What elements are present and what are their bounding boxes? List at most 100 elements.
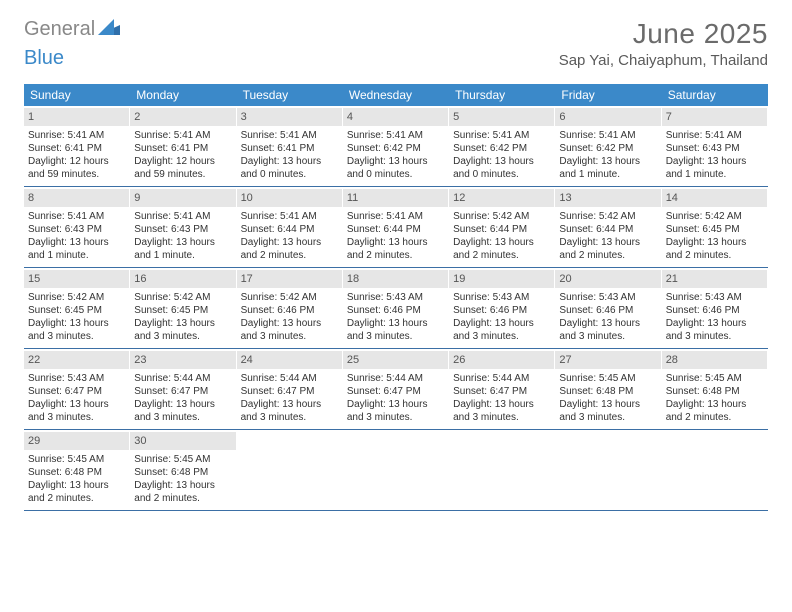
calendar-day [237, 430, 343, 510]
logo-flag-icon [98, 18, 120, 41]
sunrise-text: Sunrise: 5:41 AM [666, 129, 763, 142]
calendar-day: 16Sunrise: 5:42 AMSunset: 6:45 PMDayligh… [130, 268, 236, 348]
calendar-day: 1Sunrise: 5:41 AMSunset: 6:41 PMDaylight… [24, 106, 130, 186]
sunset-text: Sunset: 6:41 PM [241, 142, 338, 155]
sunset-text: Sunset: 6:47 PM [28, 385, 125, 398]
daylight-text: Daylight: 13 hours and 1 minute. [28, 236, 125, 262]
location-text: Sap Yai, Chaiyaphum, Thailand [559, 52, 768, 69]
daylight-text: Daylight: 12 hours and 59 minutes. [28, 155, 125, 181]
sunrise-text: Sunrise: 5:45 AM [559, 372, 656, 385]
calendar-day: 8Sunrise: 5:41 AMSunset: 6:43 PMDaylight… [24, 187, 130, 267]
calendar-day: 18Sunrise: 5:43 AMSunset: 6:46 PMDayligh… [343, 268, 449, 348]
sunset-text: Sunset: 6:45 PM [28, 304, 125, 317]
calendar-day: 9Sunrise: 5:41 AMSunset: 6:43 PMDaylight… [130, 187, 236, 267]
calendar-day: 15Sunrise: 5:42 AMSunset: 6:45 PMDayligh… [24, 268, 130, 348]
day-number: 17 [237, 270, 342, 288]
calendar-day: 28Sunrise: 5:45 AMSunset: 6:48 PMDayligh… [662, 349, 768, 429]
calendar-day: 6Sunrise: 5:41 AMSunset: 6:42 PMDaylight… [555, 106, 661, 186]
sunset-text: Sunset: 6:46 PM [453, 304, 550, 317]
sunrise-text: Sunrise: 5:41 AM [241, 129, 338, 142]
calendar-week: 29Sunrise: 5:45 AMSunset: 6:48 PMDayligh… [24, 430, 768, 511]
calendar-day [662, 430, 768, 510]
sunset-text: Sunset: 6:42 PM [559, 142, 656, 155]
day-number: 27 [555, 351, 660, 369]
sunset-text: Sunset: 6:48 PM [559, 385, 656, 398]
sunset-text: Sunset: 6:44 PM [347, 223, 444, 236]
daylight-text: Daylight: 13 hours and 3 minutes. [134, 398, 231, 424]
sunset-text: Sunset: 6:48 PM [28, 466, 125, 479]
sunset-text: Sunset: 6:42 PM [347, 142, 444, 155]
daylight-text: Daylight: 13 hours and 3 minutes. [347, 398, 444, 424]
daylight-text: Daylight: 13 hours and 3 minutes. [666, 317, 763, 343]
calendar-day: 3 Sunrise: 5:41 AMSunset: 6:41 PMDaylight… [237, 106, 343, 186]
calendar-day [555, 430, 661, 510]
sunset-text: Sunset: 6:43 PM [134, 223, 231, 236]
day-number: 25 [343, 351, 448, 369]
day-number: 20 [555, 270, 660, 288]
dow-thursday: Thursday [449, 84, 555, 106]
sunset-text: Sunset: 6:47 PM [453, 385, 550, 398]
calendar-day: 12Sunrise: 5:42 AMSunset: 6:44 PMDayligh… [449, 187, 555, 267]
sunrise-text: Sunrise: 5:44 AM [134, 372, 231, 385]
sunset-text: Sunset: 6:46 PM [559, 304, 656, 317]
daylight-text: Daylight: 13 hours and 0 minutes. [241, 155, 338, 181]
calendar-day: 26Sunrise: 5:44 AMSunset: 6:47 PMDayligh… [449, 349, 555, 429]
calendar-day: 22Sunrise: 5:43 AMSunset: 6:47 PMDayligh… [24, 349, 130, 429]
sunrise-text: Sunrise: 5:41 AM [559, 129, 656, 142]
daylight-text: Daylight: 13 hours and 2 minutes. [28, 479, 125, 505]
calendar-day: 20Sunrise: 5:43 AMSunset: 6:46 PMDayligh… [555, 268, 661, 348]
day-number: 22 [24, 351, 129, 369]
calendar-day: 23 Sunrise: 5:44 AMSunset: 6:47 PMDayligh… [130, 349, 236, 429]
sunrise-text: Sunrise: 5:42 AM [453, 210, 550, 223]
daylight-text: Daylight: 13 hours and 3 minutes. [453, 398, 550, 424]
sunrise-text: Sunrise: 5:43 AM [28, 372, 125, 385]
calendar-day: 11Sunrise: 5:41 AMSunset: 6:44 PMDayligh… [343, 187, 449, 267]
daylight-text: Daylight: 13 hours and 0 minutes. [347, 155, 444, 181]
day-number: 3 [237, 108, 342, 126]
day-number: 1 [24, 108, 129, 126]
day-number: 8 [24, 189, 129, 207]
calendar-day: 25Sunrise: 5:44 AMSunset: 6:47 PMDayligh… [343, 349, 449, 429]
dow-friday: Friday [555, 84, 661, 106]
calendar-week: 15Sunrise: 5:42 AMSunset: 6:45 PMDayligh… [24, 268, 768, 349]
sunrise-text: Sunrise: 5:44 AM [453, 372, 550, 385]
month-title: June 2025 [559, 18, 768, 50]
daylight-text: Daylight: 13 hours and 2 minutes. [666, 236, 763, 262]
dow-header-row: Sunday Monday Tuesday Wednesday Thursday… [24, 84, 768, 106]
sunrise-text: Sunrise: 5:41 AM [134, 129, 231, 142]
sunrise-text: Sunrise: 5:45 AM [28, 453, 125, 466]
calendar-day: 7Sunrise: 5:41 AMSunset: 6:43 PMDaylight… [662, 106, 768, 186]
day-number: 14 [662, 189, 767, 207]
sunrise-text: Sunrise: 5:42 AM [666, 210, 763, 223]
sunset-text: Sunset: 6:45 PM [134, 304, 231, 317]
sunset-text: Sunset: 6:46 PM [666, 304, 763, 317]
day-number: 6 [555, 108, 660, 126]
calendar-day: 14Sunrise: 5:42 AMSunset: 6:45 PMDayligh… [662, 187, 768, 267]
day-number: 15 [24, 270, 129, 288]
dow-sunday: Sunday [24, 84, 130, 106]
sunrise-text: Sunrise: 5:43 AM [453, 291, 550, 304]
day-number: 23 [130, 351, 235, 369]
logo-text-general: General [24, 18, 95, 41]
calendar-day: 21Sunrise: 5:43 AMSunset: 6:46 PMDayligh… [662, 268, 768, 348]
calendar-week: 1Sunrise: 5:41 AMSunset: 6:41 PMDaylight… [24, 106, 768, 187]
sunrise-text: Sunrise: 5:42 AM [28, 291, 125, 304]
sunset-text: Sunset: 6:47 PM [134, 385, 231, 398]
sunrise-text: Sunrise: 5:41 AM [28, 210, 125, 223]
sunset-text: Sunset: 6:47 PM [241, 385, 338, 398]
dow-wednesday: Wednesday [343, 84, 449, 106]
sunset-text: Sunset: 6:43 PM [666, 142, 763, 155]
daylight-text: Daylight: 13 hours and 2 minutes. [134, 479, 231, 505]
title-block: June 2025 Sap Yai, Chaiyaphum, Thailand [559, 18, 768, 69]
daylight-text: Daylight: 13 hours and 3 minutes. [347, 317, 444, 343]
calendar-day: 13Sunrise: 5:42 AMSunset: 6:44 PMDayligh… [555, 187, 661, 267]
sunrise-text: Sunrise: 5:43 AM [347, 291, 444, 304]
calendar-week: 8Sunrise: 5:41 AMSunset: 6:43 PMDaylight… [24, 187, 768, 268]
daylight-text: Daylight: 13 hours and 0 minutes. [453, 155, 550, 181]
sunset-text: Sunset: 6:44 PM [559, 223, 656, 236]
daylight-text: Daylight: 13 hours and 1 minute. [134, 236, 231, 262]
sunset-text: Sunset: 6:41 PM [134, 142, 231, 155]
day-number: 9 [130, 189, 235, 207]
daylight-text: Daylight: 13 hours and 2 minutes. [559, 236, 656, 262]
sunrise-text: Sunrise: 5:43 AM [666, 291, 763, 304]
